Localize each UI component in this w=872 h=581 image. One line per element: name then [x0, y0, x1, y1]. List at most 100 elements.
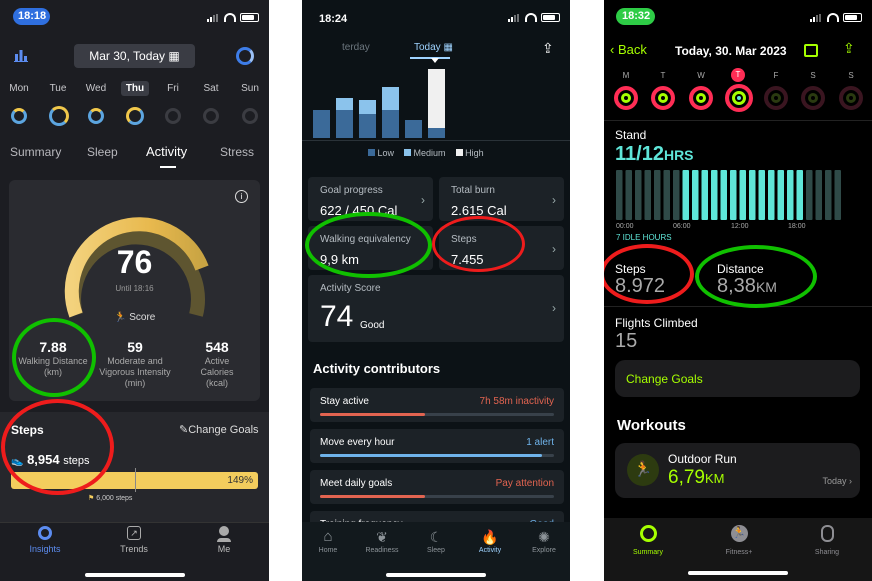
home-icon: ⌂ [323, 528, 333, 545]
day-ring-icon [242, 108, 258, 124]
weekday-label-today: T [731, 68, 745, 82]
day-tue[interactable]: Tue [49, 83, 67, 94]
day-ring-icon [203, 108, 219, 124]
activity-ring-icon[interactable] [614, 86, 638, 110]
nav-label: Activity [478, 547, 502, 554]
score-label-row: 🏃 Score [114, 312, 155, 323]
signal-icon [508, 13, 521, 22]
stand-hour-bar [663, 170, 670, 220]
stand-hour-bar [692, 170, 699, 220]
tick-label: 00:00 [616, 223, 634, 230]
share-icon[interactable]: ⇪ [542, 40, 554, 56]
nav-fitness-plus[interactable]: 🏃 Fitness+ [717, 525, 761, 556]
day-thu[interactable]: Thu [121, 81, 149, 96]
day-sun[interactable]: Sun [241, 83, 259, 94]
nav-summary[interactable]: Summary [628, 525, 668, 556]
stand-hour-bar [711, 170, 718, 220]
nav-sharing[interactable]: Sharing [807, 525, 847, 556]
stand-unit: HRS [663, 147, 694, 163]
contributor-stay-active[interactable]: Stay active 7h 58m inactivity [310, 388, 564, 422]
trends-icon: ↗ [127, 526, 141, 540]
nav-trends[interactable]: ↗ Trends [114, 526, 154, 554]
nav-activity[interactable]: 🔥 Activity [472, 527, 508, 554]
tab-yesterday[interactable]: terday [342, 42, 370, 53]
nav-insights[interactable]: Insights [25, 526, 65, 554]
day-wed[interactable]: Wed [85, 83, 107, 94]
battery-icon [843, 13, 862, 22]
workout-value: 6,79 [668, 467, 705, 488]
nav-readiness[interactable]: ❦ Readiness [362, 527, 402, 554]
stand-hour-bar [777, 170, 784, 220]
nav-sleep[interactable]: ☾ Sleep [420, 527, 452, 554]
day-fri[interactable]: Fri [167, 83, 179, 94]
info-icon[interactable]: i [235, 190, 248, 203]
today-pointer-icon [431, 58, 439, 63]
sharing-icon [820, 525, 834, 542]
contributor-bar-fill [320, 495, 426, 498]
runner-icon: 🏃 [627, 454, 659, 486]
flame-icon: 🔥 [481, 529, 499, 545]
tick-label: 12:00 [731, 223, 749, 230]
weekday-label: S [848, 71, 854, 80]
stand-hour-bar [720, 170, 727, 220]
phone-screenshot-3: 18:32 ‹ Back Today, 30. Mar 2023 ⇪ M T W… [604, 0, 872, 581]
day-sat[interactable]: Sat [203, 83, 219, 94]
weekday-label: T [660, 71, 666, 80]
nav-explore[interactable]: ✺ Explore [526, 527, 562, 554]
annotation-circle-red [604, 244, 694, 304]
activity-score-word: Good [360, 320, 385, 331]
date-selector[interactable]: Mar 30, Today ▦ [74, 44, 195, 68]
metric-intensity: 59 Moderate and Vigorous Intensity (min) [94, 340, 176, 389]
activity-score-value: 74 [320, 300, 354, 333]
card-total-burn[interactable]: Total burn 2.615 Cal › [439, 177, 564, 221]
wifi-icon [525, 13, 537, 22]
stand-value: 11/12 [615, 143, 664, 165]
card-label: Goal progress [320, 185, 383, 196]
nav-me[interactable]: Me [204, 526, 244, 554]
chart-legend: Low Medium High [368, 148, 484, 158]
stand-hour-bar [834, 170, 841, 220]
activity-ring-icon[interactable] [725, 84, 753, 112]
activity-ring-icon[interactable] [689, 86, 713, 110]
contributor-status: 1 alert [526, 437, 554, 448]
home-indicator [84, 573, 185, 577]
tab-today[interactable]: Today ▦ [414, 42, 453, 53]
chart-icon[interactable] [14, 48, 28, 67]
activity-ring-icon[interactable] [839, 86, 863, 110]
weekday-label: M [622, 71, 630, 80]
stand-hour-bar [749, 170, 756, 220]
annotation-circle-green [12, 318, 96, 397]
tab-sleep[interactable]: Sleep [87, 145, 118, 159]
moon-icon: ☾ [429, 529, 443, 545]
tab-activity[interactable]: Activity [146, 144, 188, 159]
workout-outdoor-run[interactable]: 🏃 Outdoor Run 6,79KM Today › [615, 443, 860, 498]
stand-hour-bar [806, 170, 813, 220]
contributor-meet-daily-goals[interactable]: Meet daily goals Pay attention [310, 470, 564, 504]
stand-hour-bar [739, 170, 746, 220]
tick-label: 06:00 [673, 223, 691, 230]
annotation-circle-red [432, 216, 525, 272]
calendar-icon: ▦ [168, 49, 180, 63]
tab-stress[interactable]: Stress [220, 145, 255, 159]
back-button[interactable]: ‹ Back [610, 42, 647, 57]
stand-hour-bar [701, 170, 708, 220]
nav-home[interactable]: ⌂ Home [312, 527, 344, 554]
change-goals-button[interactable]: Change Goals [615, 360, 860, 397]
day-mon[interactable]: Mon [9, 83, 29, 94]
contributor-move-every-hour[interactable]: Move every hour 1 alert [310, 429, 564, 463]
change-goals-button[interactable]: ✎Change Goals [179, 423, 259, 436]
activity-ring-icon[interactable] [801, 86, 825, 110]
sync-icon[interactable] [236, 47, 254, 65]
activity-ring-icon[interactable] [764, 86, 788, 110]
steps-goal-label: 6,000 steps [96, 495, 133, 502]
activity-ring-icon[interactable] [651, 86, 675, 110]
calendar-icon[interactable] [804, 44, 818, 57]
wifi-icon [827, 13, 839, 22]
nav-label: Home [318, 547, 338, 554]
share-icon[interactable]: ⇪ [843, 40, 855, 56]
card-activity-score[interactable]: Activity Score 74 Good › [308, 275, 564, 342]
tab-summary[interactable]: Summary [10, 145, 62, 159]
weekday-label: F [773, 71, 779, 80]
score-label: Score [129, 312, 156, 323]
change-goals-label: Change Goals [188, 424, 259, 436]
